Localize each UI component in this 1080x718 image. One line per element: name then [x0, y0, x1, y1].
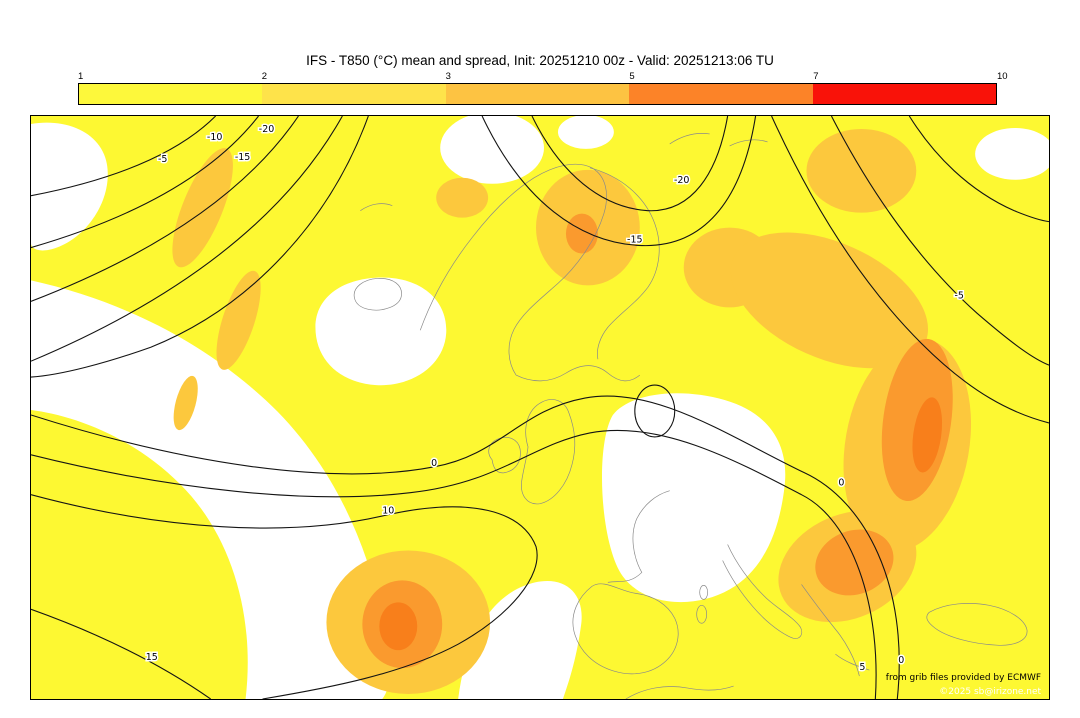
low-spread-region — [975, 127, 1049, 180]
spread-region-orange-deep — [379, 602, 418, 651]
low-spread-region — [440, 116, 544, 184]
contour-line-plus5 — [31, 429, 877, 699]
coastline-sardinia — [696, 604, 708, 624]
coastline-iceland — [353, 278, 402, 311]
coastlines — [353, 133, 1028, 699]
coastline-italy — [722, 544, 803, 639]
contour-line-minus5-east — [830, 116, 1049, 366]
colorbar-tick-label: 1 — [78, 71, 84, 82]
spread-region-orange — [730, 232, 929, 369]
coastline-scandinavia — [419, 163, 607, 376]
colorbar-segment — [812, 84, 997, 104]
contour-line-zero — [31, 395, 900, 699]
low-spread-regions — [31, 116, 1049, 699]
contour-label: -10 — [207, 132, 222, 143]
low-spread-region — [458, 580, 582, 699]
credits-provider: from grib files provided by ECMWF — [886, 673, 1041, 683]
low-spread-region — [31, 280, 390, 699]
spread-region-orange — [172, 148, 233, 268]
coastline-arctic-islands — [360, 133, 768, 211]
coastline-france — [607, 490, 670, 583]
colorbar-tick-label: 2 — [261, 71, 268, 82]
low-spread-region — [601, 393, 786, 603]
contour-label: 0 — [898, 655, 904, 666]
coastline-baltic — [515, 167, 660, 382]
contour-label-group: -20 -15 -10 -5 -15 -20 -5 0 0 0 10 15 5 — [144, 122, 965, 674]
colorbar-tick-label: 5 — [629, 71, 635, 82]
spread-region-orange — [173, 375, 198, 431]
weather-map: -20 -15 -10 -5 -15 -20 -5 0 0 0 10 15 5 from grib fi… — [31, 116, 1049, 699]
coastline-black-sea — [926, 603, 1028, 646]
isotherm-contours — [31, 116, 1049, 699]
spread-region-orange — [436, 177, 489, 218]
spread-region-orange — [216, 270, 261, 370]
contour-line-minus20 — [31, 116, 259, 249]
contour-label: 0 — [838, 478, 844, 489]
map-frame: -20 -15 -10 -5 -15 -20 -5 0 0 0 10 15 5 from grib fi… — [30, 115, 1050, 700]
colorbar: 1 2 3 5 7 10 — [78, 70, 1008, 105]
coastline-britain — [521, 399, 576, 505]
contour-label: 5 — [859, 662, 865, 673]
contour-label: -15 — [627, 235, 642, 246]
colorbar-tick-label: 3 — [445, 71, 451, 82]
coastline-iberia — [572, 583, 679, 675]
coastline-balkans-greece — [801, 584, 870, 677]
credits-copyright: ©2025 sb@irizone.net — [939, 687, 1041, 697]
colorbar-segment — [79, 84, 263, 104]
contour-line-east — [771, 116, 1049, 424]
low-spread-region — [315, 277, 447, 386]
contour-label: 10 — [382, 506, 394, 517]
colorbar-scale — [78, 83, 997, 105]
contour-line-minus20-dome — [531, 116, 729, 212]
contour-line-minus5 — [31, 116, 369, 378]
spread-region-orange-deep — [912, 397, 943, 473]
coastline-north-africa — [625, 685, 734, 699]
colorbar-segment — [629, 84, 813, 104]
contour-closed-loop — [634, 384, 676, 438]
contour-line-minus15-dome — [481, 116, 757, 247]
high-spread-regions — [172, 128, 972, 695]
contour-line-northeast — [908, 116, 1049, 223]
contour-label: -20 — [674, 175, 689, 186]
colorbar-tick-label: 10 — [997, 71, 1008, 82]
contour-label: -20 — [259, 124, 274, 135]
coastline-corsica — [699, 585, 709, 600]
colorbar-segment — [445, 84, 630, 104]
contour-label: 15 — [146, 652, 158, 663]
contour-label: -5 — [158, 154, 167, 165]
contour-line-minus10 — [31, 116, 343, 362]
contour-line-minus15 — [31, 116, 299, 302]
contour-line-plus15 — [31, 608, 211, 699]
colorbar-segment — [262, 84, 446, 104]
low-spread-region — [557, 116, 614, 149]
chart-title: IFS - T850 (°C) mean and spread, Init: 2… — [306, 53, 774, 68]
low-spread-region — [31, 122, 108, 251]
colorbar-tick-labels: 1 2 3 5 7 10 — [78, 70, 1008, 83]
colorbar-tick-label: 7 — [813, 71, 819, 82]
contour-line — [31, 116, 217, 197]
spread-region-orange-core — [565, 213, 598, 254]
contour-label: 0 — [431, 458, 437, 469]
contour-label: -5 — [954, 290, 963, 301]
contour-line-plus10 — [31, 494, 538, 699]
contour-label: -15 — [235, 152, 250, 163]
